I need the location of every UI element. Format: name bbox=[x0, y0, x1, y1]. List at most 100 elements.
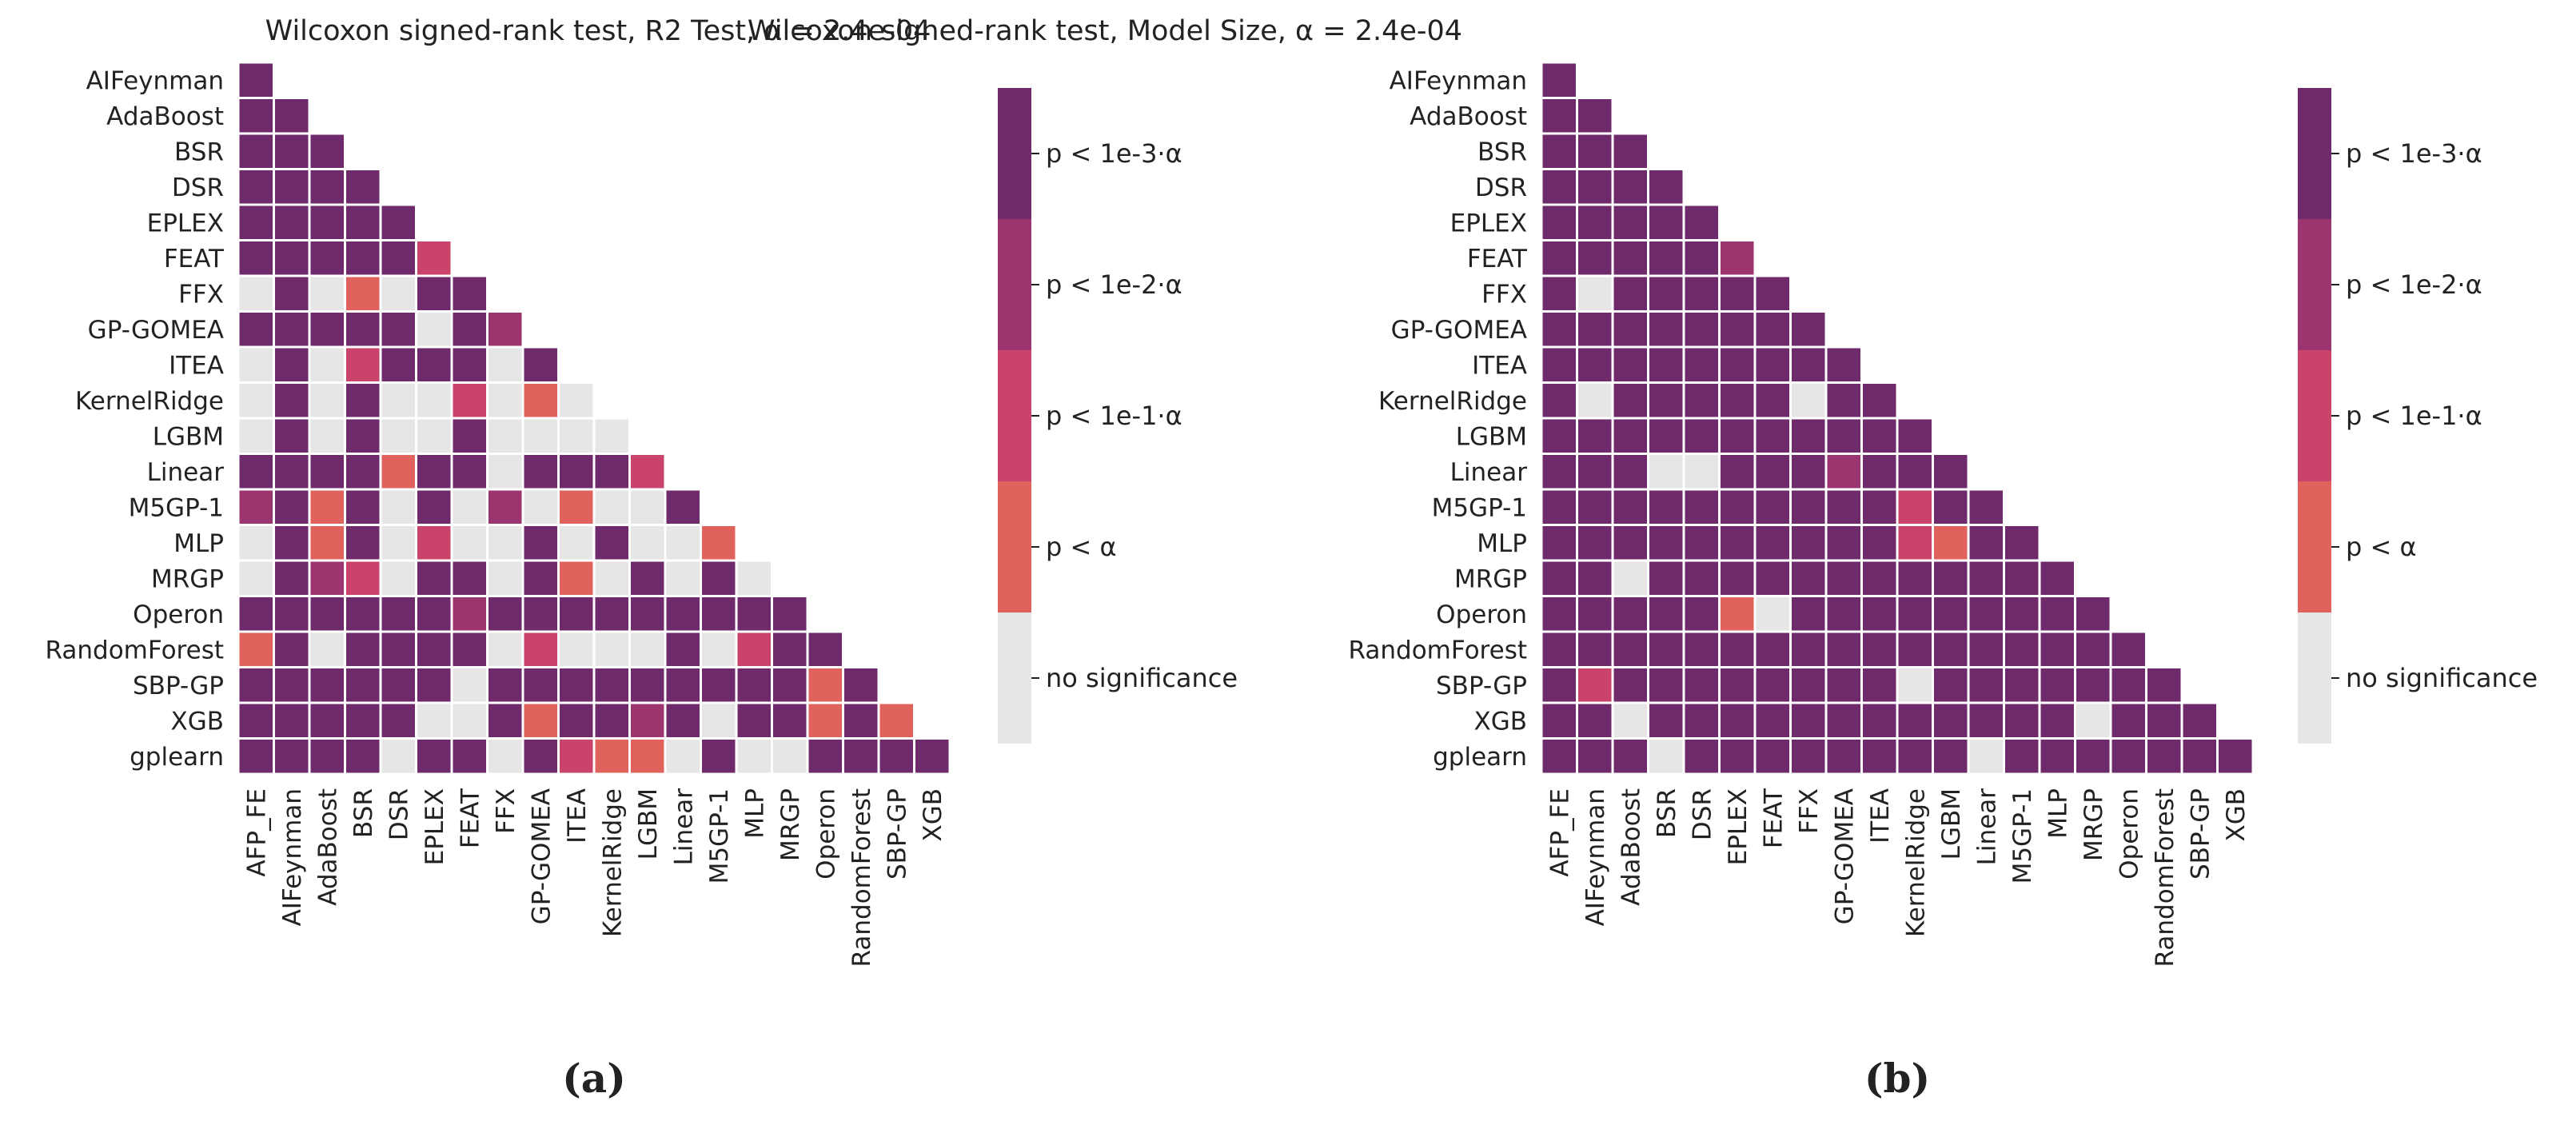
column-tick-label: MRGP bbox=[2080, 788, 2108, 861]
heatmap-cell bbox=[237, 381, 275, 420]
heatmap-cell bbox=[1540, 274, 1578, 313]
heatmap-cell bbox=[842, 666, 880, 704]
heatmap-cell bbox=[379, 417, 417, 455]
heatmap-cell bbox=[771, 666, 809, 704]
row-tick-label: XGB bbox=[170, 707, 224, 736]
heatmap-cell bbox=[1824, 559, 1863, 597]
heatmap-cell bbox=[557, 595, 596, 633]
heatmap-cell bbox=[1967, 666, 2005, 704]
heatmap-cell bbox=[273, 132, 311, 170]
heatmap-cell bbox=[1576, 666, 1614, 704]
heatmap-chart-b: Wilcoxon signed-rank test, Model Size, α… bbox=[748, 15, 2538, 1102]
heatmap-cell bbox=[2003, 559, 2041, 597]
heatmap-cell bbox=[735, 595, 773, 633]
heatmap-cell bbox=[1896, 417, 1934, 455]
heatmap-cell bbox=[1718, 488, 1757, 526]
heatmap-cell bbox=[1540, 559, 1578, 597]
heatmap-cell bbox=[664, 630, 702, 668]
heatmap-cell bbox=[1896, 488, 1934, 526]
heatmap-cell bbox=[1576, 630, 1614, 668]
row-tick-label: Linear bbox=[1450, 458, 1528, 487]
row-tick-label: BSR bbox=[1477, 138, 1527, 166]
heatmap-cell bbox=[700, 559, 738, 597]
heatmap-cell bbox=[273, 417, 311, 455]
row-tick-label: FFX bbox=[178, 280, 224, 309]
heatmap-cell bbox=[273, 488, 311, 526]
heatmap-cell bbox=[1718, 417, 1757, 455]
heatmap-cell bbox=[1932, 666, 1970, 704]
heatmap-cell bbox=[344, 310, 382, 349]
heatmap-cell bbox=[557, 488, 596, 526]
heatmap-cell bbox=[1789, 381, 1828, 420]
heatmap-cell bbox=[1860, 559, 1899, 597]
heatmap-cell bbox=[273, 381, 311, 420]
column-tick-label: FEAT bbox=[1759, 788, 1788, 848]
heatmap-cell bbox=[1718, 630, 1757, 668]
heatmap-cell bbox=[237, 310, 275, 349]
heatmap-cell bbox=[664, 737, 702, 776]
heatmap-cell bbox=[344, 666, 382, 704]
heatmap-cell bbox=[1824, 666, 1863, 704]
heatmap-cell bbox=[1540, 417, 1578, 455]
heatmap-cell bbox=[521, 453, 560, 491]
heatmap-cell bbox=[628, 453, 667, 491]
heatmap-cell bbox=[379, 701, 417, 740]
column-tick-label: ITEA bbox=[563, 788, 592, 844]
column-tick-label: AFP_FE bbox=[242, 788, 271, 877]
heatmap-cell bbox=[1824, 417, 1863, 455]
heatmap-cell bbox=[344, 453, 382, 491]
column-tick-label: LGBM bbox=[634, 788, 663, 860]
column-tick-label: DSR bbox=[385, 788, 413, 840]
heatmap-cell bbox=[237, 345, 275, 384]
heatmap-cell bbox=[1824, 737, 1863, 776]
heatmap-cell bbox=[237, 132, 275, 170]
row-tick-label: DSR bbox=[172, 174, 224, 202]
heatmap-cell bbox=[2180, 701, 2219, 740]
heatmap-cell bbox=[592, 453, 631, 491]
heatmap-cell bbox=[1576, 737, 1614, 776]
row-tick-label: SBP-GP bbox=[133, 672, 224, 700]
colorbar-segment bbox=[2298, 481, 2331, 612]
heatmap-cell bbox=[1682, 524, 1721, 562]
colorbar-label: no significance bbox=[1046, 663, 1238, 693]
heatmap-cell bbox=[521, 630, 560, 668]
heatmap-cell bbox=[1789, 453, 1828, 491]
row-tick-label: ITEA bbox=[169, 351, 224, 380]
heatmap-cell bbox=[273, 97, 311, 135]
heatmap-cell bbox=[486, 666, 524, 704]
heatmap-cell bbox=[486, 310, 524, 349]
heatmap-cell bbox=[1540, 630, 1578, 668]
heatmap-cell bbox=[1824, 488, 1863, 526]
row-tick-label: gplearn bbox=[130, 743, 224, 772]
heatmap-cell bbox=[806, 666, 844, 704]
heatmap-cell bbox=[237, 488, 275, 526]
heatmap-cell bbox=[1753, 417, 1792, 455]
row-tick-label: LGBM bbox=[153, 422, 224, 451]
column-tick-label: BSR bbox=[1653, 788, 1681, 838]
heatmap-cell bbox=[1540, 666, 1578, 704]
heatmap-cell bbox=[592, 737, 631, 776]
heatmap-cell bbox=[344, 274, 382, 313]
heatmap-cell bbox=[1932, 701, 1970, 740]
heatmap-cell bbox=[1682, 381, 1721, 420]
heatmap-cell bbox=[592, 666, 631, 704]
heatmap-cell bbox=[1753, 595, 1792, 633]
heatmap-cell bbox=[415, 630, 453, 668]
heatmap-cell bbox=[628, 666, 667, 704]
heatmap-cell bbox=[415, 737, 453, 776]
heatmap-cell bbox=[1647, 595, 1685, 633]
heatmap-cell bbox=[1824, 701, 1863, 740]
heatmap-cell bbox=[273, 345, 311, 384]
row-tick-label: M5GP-1 bbox=[129, 493, 224, 522]
heatmap-cell bbox=[1682, 453, 1721, 491]
row-tick-label: XGB bbox=[1473, 707, 1527, 736]
heatmap-cell bbox=[521, 381, 560, 420]
row-tick-label: Operon bbox=[133, 600, 224, 629]
heatmap-cell bbox=[308, 701, 346, 740]
heatmap-cell bbox=[1718, 381, 1757, 420]
heatmap-cell bbox=[2074, 666, 2112, 704]
heatmap-cell bbox=[450, 453, 488, 491]
heatmap-cell bbox=[2038, 630, 2076, 668]
heatmap-cell bbox=[2074, 595, 2112, 633]
row-tick-label: AIFeynman bbox=[86, 66, 224, 95]
